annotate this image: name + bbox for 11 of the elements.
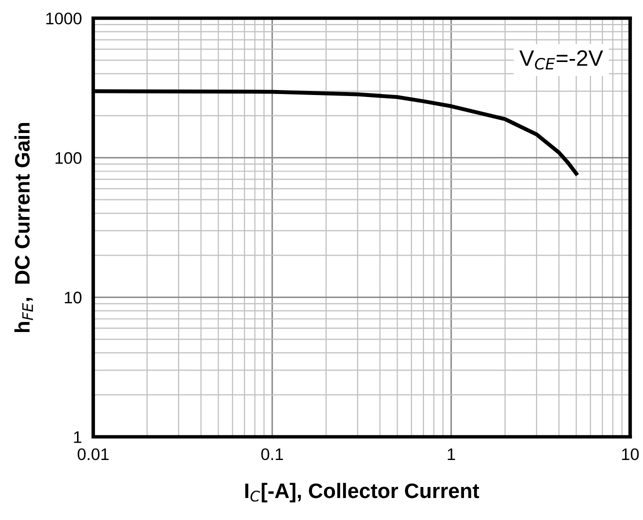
- x-tick-label: 0.1: [261, 448, 283, 460]
- y-tick-label: 1: [74, 431, 82, 443]
- x-tick-label: 1: [448, 448, 455, 460]
- y-tick-label: 1000: [46, 12, 82, 24]
- x-tick-label: 0.01: [78, 448, 109, 460]
- annotation: V$_{CE}$=-2V: [519, 50, 604, 70]
- y-tick-label: 100: [56, 152, 82, 164]
- x-tick-label: 10: [622, 448, 639, 460]
- y-tick-label: 10: [64, 292, 82, 304]
- x-axis-title: I$_{C}$[-A], Collector Current: [245, 482, 480, 502]
- y-axis-title: h$_{FE}$, DC Current Gain: [14, 123, 33, 332]
